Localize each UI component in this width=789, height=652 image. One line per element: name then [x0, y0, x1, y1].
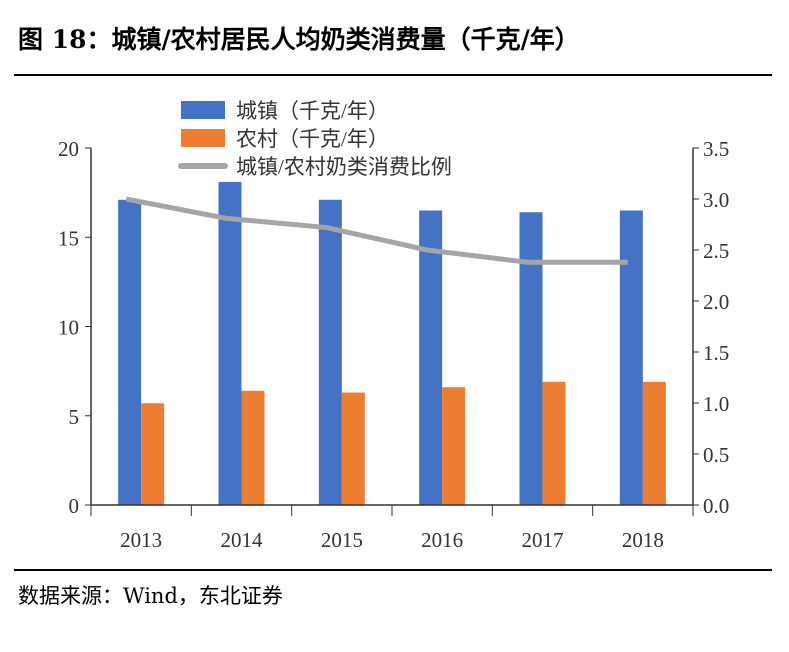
bar-urban [519, 212, 543, 505]
right-tick-label: 3.0 [703, 188, 729, 212]
legend-label: 农村（千克/年） [236, 127, 389, 151]
bar-rural [341, 392, 365, 505]
bar-rural [141, 403, 165, 505]
left-tick-label: 10 [58, 316, 79, 340]
right-tick-label: 2.0 [703, 290, 729, 314]
right-tick-label: 1.0 [703, 392, 729, 416]
bar-rural [241, 390, 265, 505]
right-tick-label: 1.5 [703, 341, 729, 365]
x-tick-label: 2015 [321, 528, 363, 552]
x-tick-label: 2017 [522, 528, 564, 552]
source-divider [14, 569, 772, 571]
left-tick-label: 20 [58, 137, 79, 161]
title-divider [14, 74, 772, 76]
bar-urban [419, 210, 443, 505]
source-note: 数据来源：Wind，东北证券 [18, 584, 283, 608]
x-tick-label: 2014 [221, 528, 264, 552]
bar-rural [642, 381, 666, 505]
bar-rural [442, 387, 466, 505]
legend-swatch [181, 101, 225, 119]
bar-urban [218, 181, 242, 506]
x-tick-label: 2016 [421, 528, 463, 552]
bar-urban [318, 199, 342, 505]
x-tick-label: 2013 [120, 528, 162, 552]
left-tick-label: 5 [69, 405, 80, 429]
right-tick-label: 0.0 [703, 494, 729, 518]
legend-swatch [181, 129, 225, 147]
legend-label: 城镇/农村奶类消费比例 [236, 155, 452, 179]
bar-urban [619, 210, 643, 505]
right-tick-label: 0.5 [703, 443, 729, 467]
bar-urban [118, 199, 142, 505]
right-tick-label: 3.5 [703, 137, 729, 161]
chart-title: 图 18：城镇/农村居民人均奶类消费量（千克/年） [18, 25, 580, 54]
bar-rural [542, 381, 566, 505]
legend-label: 城镇（千克/年） [236, 99, 389, 123]
x-tick-label: 2018 [622, 528, 664, 552]
left-tick-label: 0 [69, 494, 80, 518]
left-tick-label: 15 [58, 226, 79, 250]
ratio-line [125, 196, 628, 265]
right-tick-label: 2.5 [703, 239, 729, 263]
